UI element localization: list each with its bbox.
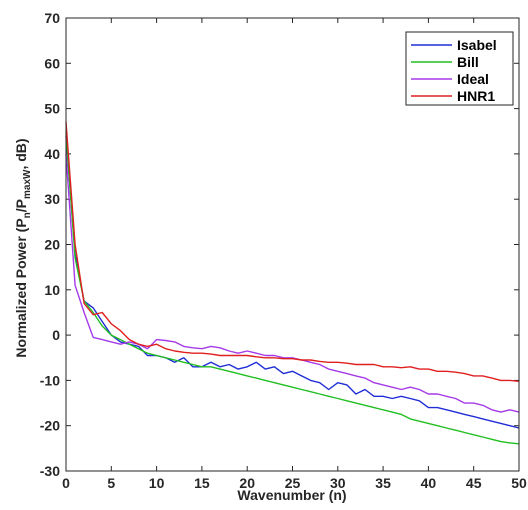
legend-label-ideal: Ideal [457, 71, 489, 87]
x-tick-label: 10 [149, 475, 165, 491]
x-tick-label: 20 [239, 475, 255, 491]
x-tick-label: 35 [375, 475, 391, 491]
series-line-isabel [65, 135, 520, 429]
y-tick-label: 20 [44, 237, 60, 253]
x-tick-label: 15 [194, 475, 210, 491]
x-tick-label: 40 [421, 475, 437, 491]
series-lines [65, 122, 520, 445]
x-tick-label: 45 [466, 475, 482, 491]
y-tick-label: 10 [44, 282, 60, 298]
legend-box [405, 31, 514, 106]
x-tick-label: 30 [330, 475, 346, 491]
legend-label-hnr1: HNR1 [457, 88, 495, 104]
legend-label-isabel: Isabel [457, 37, 497, 53]
series-line-hnr1 [65, 122, 520, 382]
y-tick-label: 70 [44, 10, 60, 26]
x-tick-label: 5 [107, 475, 115, 491]
y-axis-label: Normalized Power (Pn/PmaxW, dB) [13, 138, 33, 357]
series-line-ideal [65, 153, 520, 413]
x-tick-label: 50 [511, 475, 527, 491]
y-tick-label: -10 [40, 372, 60, 388]
y-tick-label: -20 [40, 418, 60, 434]
y-tick-label: 50 [44, 101, 60, 117]
y-tick-label: 60 [44, 55, 60, 71]
x-tick-label: 25 [285, 475, 301, 491]
x-axis-label: Wavenumber (n) [237, 487, 346, 503]
y-tick-label: 0 [52, 327, 60, 343]
plot-area-frame [65, 17, 520, 472]
series-line-bill [65, 131, 520, 445]
x-tick-label: 0 [62, 475, 70, 491]
legend-label-bill: Bill [457, 54, 479, 70]
y-tick-label: 30 [44, 191, 60, 207]
y-tick-label: -30 [40, 463, 60, 479]
tick-labels: 0 5 10 15 20 25 30 35 40 45 50 -30 -20 -10 0 10 20 30 40 50… [40, 10, 527, 491]
y-tick-label: 40 [44, 146, 60, 162]
